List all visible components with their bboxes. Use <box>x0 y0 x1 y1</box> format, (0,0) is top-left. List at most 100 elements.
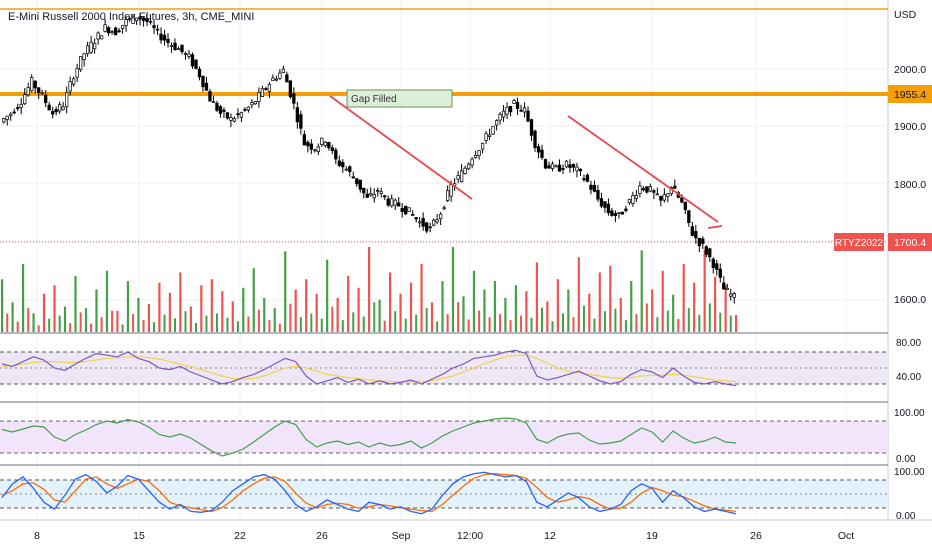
candle-body <box>337 160 341 166</box>
volume-bar <box>541 307 544 332</box>
candle-body <box>498 114 502 121</box>
candle-body <box>662 194 666 201</box>
volume-bar <box>168 292 171 332</box>
volume-bar <box>714 276 717 332</box>
candle-body <box>5 115 9 120</box>
time-tick-label: 19 <box>646 530 658 542</box>
volume-bar <box>331 306 334 332</box>
candle-body <box>295 107 299 123</box>
time-tick-label: 26 <box>750 530 762 542</box>
stoch-k-line <box>1 471 737 515</box>
candle-body <box>9 113 13 116</box>
candle-body <box>547 165 551 169</box>
candle-body <box>323 141 327 146</box>
volume-bar <box>236 321 239 332</box>
volume-bar <box>724 285 727 332</box>
volume-bar <box>457 302 460 332</box>
volume-bar <box>619 298 622 332</box>
time-tick-label: 15 <box>133 530 145 542</box>
volume-bar <box>425 308 428 332</box>
candle-body <box>701 238 705 244</box>
candle-body <box>397 202 401 207</box>
candle-body <box>253 101 258 105</box>
candle-body <box>421 218 425 227</box>
volume-bar <box>352 312 355 332</box>
volume-bar <box>488 317 491 332</box>
time-tick-label: 12 <box>544 530 556 542</box>
candle-body <box>722 282 726 290</box>
volume-bar <box>394 311 397 332</box>
trendline-3[interactable] <box>707 225 723 229</box>
candle-body <box>414 217 418 220</box>
candle-body <box>645 186 649 193</box>
candle-body <box>369 193 373 196</box>
time-tick-label: Sep <box>392 530 411 542</box>
candle-body <box>515 101 520 109</box>
candle-body <box>439 213 443 220</box>
candle-body <box>466 163 471 170</box>
volume-bar <box>257 309 260 332</box>
candle-body <box>470 158 474 166</box>
candle-body <box>204 82 209 91</box>
volume-bar <box>567 289 570 332</box>
osc-band <box>0 421 888 453</box>
volume-bar <box>373 302 376 332</box>
volume-bar <box>661 270 664 332</box>
volume-bar <box>572 317 575 332</box>
volume-bar <box>200 285 203 332</box>
candle-body <box>365 193 369 198</box>
candle-body <box>564 160 569 168</box>
candle-body <box>680 197 684 203</box>
volume-bar <box>645 303 648 332</box>
candle-body <box>54 109 58 113</box>
volume-bar <box>221 291 224 332</box>
candle-body <box>390 198 394 207</box>
candle-body <box>571 163 576 168</box>
candle-body <box>624 208 628 211</box>
volume-bar <box>163 314 166 332</box>
gap-filled-label: Gap Filled <box>351 94 397 105</box>
volume-bar <box>1 279 4 332</box>
candle-body <box>529 119 534 136</box>
volume-bar <box>194 323 197 332</box>
volume-bar <box>90 323 93 332</box>
candle-body <box>250 102 254 106</box>
volume-bar <box>609 265 612 332</box>
volume-bar <box>499 314 502 332</box>
gap-filled-box[interactable] <box>346 89 453 108</box>
volume-bar <box>530 317 533 332</box>
volume-bar <box>37 325 40 332</box>
candle-body <box>418 221 422 224</box>
volume-bar <box>32 313 35 332</box>
volume-bar <box>577 257 580 332</box>
time-tick-label: 12:00 <box>457 530 483 542</box>
volume-bar <box>388 272 392 332</box>
candle-body <box>445 190 450 201</box>
candle-body <box>16 107 20 109</box>
price-tick-label: 1600.0 <box>894 294 926 306</box>
candle-body <box>187 53 191 57</box>
candle-body <box>543 159 548 169</box>
trendline-2[interactable] <box>567 115 719 223</box>
candle-body <box>729 293 733 297</box>
candle-body <box>267 84 272 92</box>
candle-body <box>393 199 397 206</box>
candle-body <box>456 175 460 180</box>
candle-body <box>190 54 195 67</box>
volume-bar <box>100 317 103 332</box>
trendline-1[interactable] <box>329 95 473 200</box>
candle-body <box>428 226 432 229</box>
candle-body <box>183 52 188 55</box>
volume-bar <box>672 294 675 332</box>
volume-bar <box>215 313 218 332</box>
candle-body <box>533 130 537 148</box>
volume-bar <box>137 298 140 332</box>
stoch-top-label: 100.00 <box>894 467 925 478</box>
candle-body <box>152 25 156 29</box>
candle-body <box>236 113 240 116</box>
candle-body <box>459 170 464 182</box>
candle-body <box>26 87 30 96</box>
candle-body <box>141 17 146 21</box>
volume-bar <box>556 279 559 332</box>
candle-body <box>40 92 44 95</box>
